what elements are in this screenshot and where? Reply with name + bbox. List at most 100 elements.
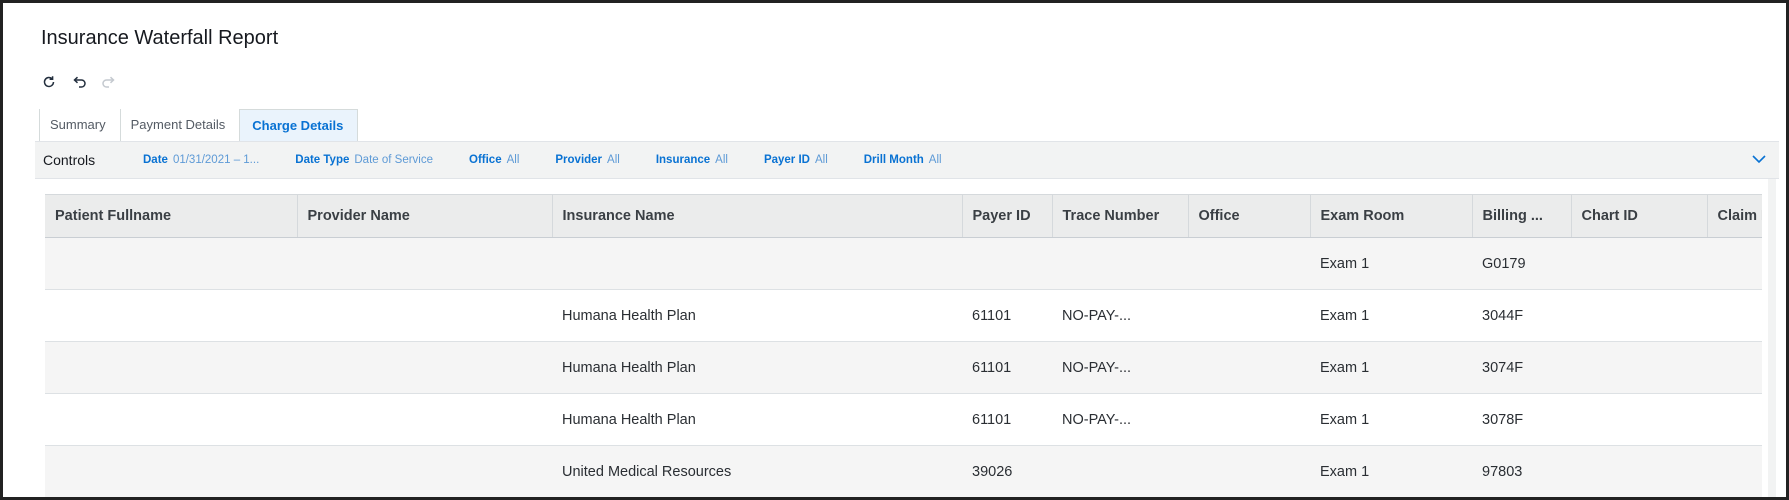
filter-date-type[interactable]: Date Type Date of Service — [295, 154, 433, 166]
tab-charge-details[interactable]: Charge Details — [239, 109, 359, 141]
table-cell — [297, 341, 552, 394]
table-cell — [1571, 393, 1707, 446]
vertical-scrollbar[interactable] — [1768, 179, 1776, 497]
table-cell: NO-PAY-... — [1052, 393, 1188, 446]
column-header-insurance-name[interactable]: Insurance Name — [552, 194, 963, 238]
column-header-exam-room[interactable]: Exam Room — [1310, 194, 1473, 238]
table-cell: Humana Health Plan — [552, 341, 962, 394]
table-cell: NO-PAY-... — [1052, 341, 1188, 394]
table-cell: 61101 — [962, 289, 1052, 342]
table-row[interactable]: Humana Health Plan 61101 NO-PAY-... Exam… — [45, 289, 1762, 342]
column-header-office[interactable]: Office — [1188, 194, 1311, 238]
table-header-row: Patient Fullname Provider Name Insurance… — [45, 194, 1762, 238]
table-cell: 61101 — [962, 393, 1052, 446]
filter-name: Provider — [555, 154, 603, 166]
table-cell — [962, 237, 1052, 290]
column-header-provider-name[interactable]: Provider Name — [297, 194, 553, 238]
filter-name: Drill Month — [863, 154, 924, 166]
table-row[interactable]: Exam 1 G0179 — [45, 237, 1762, 290]
filter-value: All — [814, 154, 828, 166]
table-cell: 39026 — [962, 445, 1052, 497]
filter-value: All — [715, 154, 728, 166]
table-cell — [297, 289, 552, 342]
tab-summary[interactable]: Summary — [39, 109, 120, 141]
toolbar — [39, 73, 119, 91]
table-cell — [45, 445, 297, 497]
table-cell: Humana Health Plan — [552, 393, 962, 446]
column-header-billing[interactable]: Billing ... — [1472, 194, 1572, 238]
undo-icon[interactable] — [69, 73, 89, 91]
table-cell — [1571, 289, 1707, 342]
table-cell — [45, 393, 297, 446]
filter-value: All — [506, 154, 520, 166]
filter-name: Date Type — [295, 154, 350, 166]
filter-drill-month[interactable]: Drill Month All — [864, 154, 942, 166]
table-row[interactable]: United Medical Resources 39026 Exam 1 97… — [45, 445, 1762, 497]
chevron-down-icon[interactable] — [1751, 152, 1767, 170]
table-cell — [1571, 445, 1707, 497]
table-cell: Humana Health Plan — [552, 289, 962, 342]
charge-details-table: Patient Fullname Provider Name Insurance… — [45, 194, 1762, 497]
table-cell — [1571, 341, 1707, 394]
filter-date[interactable]: Date 01/31/2021 – 1... — [143, 154, 259, 166]
filter-insurance[interactable]: Insurance All — [656, 154, 728, 166]
table-row[interactable]: Humana Health Plan 61101 NO-PAY-... Exam… — [45, 341, 1762, 394]
table-cell — [1707, 393, 1762, 446]
table-cell — [297, 237, 552, 290]
filter-name: Payer ID — [763, 154, 810, 166]
table-cell: 3044F — [1472, 289, 1571, 342]
table-cell: Exam 1 — [1310, 289, 1472, 342]
filter-payer-id[interactable]: Payer ID All — [764, 154, 828, 166]
column-header-chart-id[interactable]: Chart ID — [1571, 194, 1708, 238]
table-cell: NO-PAY-... — [1052, 289, 1188, 342]
table-cell — [552, 237, 962, 290]
table-cell — [1052, 445, 1188, 497]
controls-label: Controls — [43, 152, 96, 168]
column-header-patient-fullname[interactable]: Patient Fullname — [45, 194, 298, 238]
controls-bar: Controls Date 01/31/2021 – 1... Date Typ… — [35, 141, 1779, 179]
table-cell: G0179 — [1472, 237, 1571, 290]
table-cell: Exam 1 — [1310, 445, 1472, 497]
filter-value: Date of Service — [354, 154, 433, 166]
table-cell: Exam 1 — [1310, 237, 1472, 290]
table-cell — [45, 341, 297, 394]
filter-name: Insurance — [655, 154, 711, 166]
table-cell — [297, 393, 552, 446]
table-cell: Exam 1 — [1310, 341, 1472, 394]
table-cell — [45, 289, 297, 342]
table-cell — [1707, 341, 1762, 394]
filter-value: 01/31/2021 – 1... — [172, 154, 260, 166]
filter-office[interactable]: Office All — [469, 154, 519, 166]
table-cell — [1707, 237, 1762, 290]
filter-name: Office — [469, 154, 502, 166]
filter-provider[interactable]: Provider All — [555, 154, 619, 166]
table-cell — [1571, 237, 1707, 290]
table-cell: 97803 — [1472, 445, 1571, 497]
filter-name: Date — [143, 154, 168, 166]
table-cell — [45, 237, 297, 290]
tab-bar: Summary Payment Details Charge Details — [39, 109, 359, 141]
column-header-trace-number[interactable]: Trace Number — [1052, 194, 1189, 238]
table-cell: United Medical Resources — [552, 445, 962, 497]
table-cell — [1188, 237, 1310, 290]
table-cell — [1052, 237, 1188, 290]
table-cell: 3078F — [1472, 393, 1571, 446]
table-cell: 3074F — [1472, 341, 1571, 394]
table-cell — [1188, 393, 1310, 446]
table-cell — [297, 445, 552, 497]
column-header-claim-id[interactable]: Claim I — [1707, 194, 1762, 238]
table-cell — [1707, 289, 1762, 342]
refresh-icon[interactable] — [39, 73, 59, 91]
page-title: Insurance Waterfall Report — [41, 27, 279, 49]
table-cell — [1707, 445, 1762, 497]
column-header-payer-id[interactable]: Payer ID — [962, 194, 1053, 238]
redo-icon[interactable] — [99, 73, 119, 91]
table-cell: Exam 1 — [1310, 393, 1472, 446]
table-cell — [1188, 445, 1310, 497]
filter-value: All — [928, 154, 942, 166]
table-cell — [1188, 289, 1310, 342]
table-row[interactable]: Humana Health Plan 61101 NO-PAY-... Exam… — [45, 393, 1762, 446]
table-cell: 61101 — [962, 341, 1052, 394]
tab-payment-details[interactable]: Payment Details — [119, 109, 240, 141]
